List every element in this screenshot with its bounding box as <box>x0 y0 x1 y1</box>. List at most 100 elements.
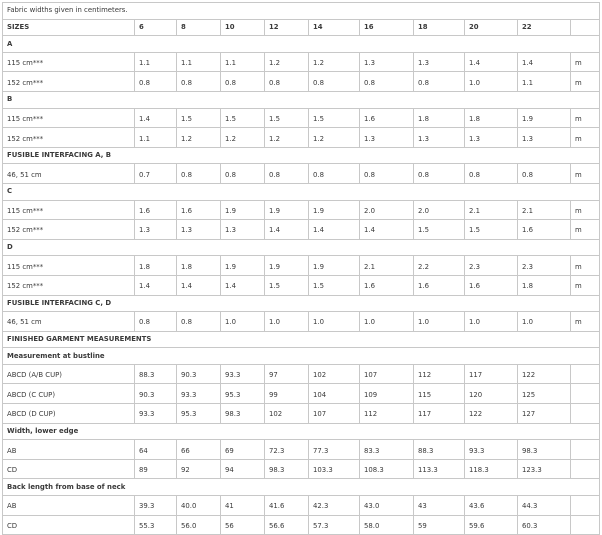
value-cell: 1.5 <box>308 107 360 129</box>
value-cell: 1.5 <box>264 274 309 296</box>
row-label: AB <box>2 495 135 516</box>
value-cell: 41.6 <box>264 495 309 516</box>
value-cell: 56 <box>220 514 265 535</box>
table-row: 152 cm*** 1.4 1.4 1.4 1.5 1.5 1.6 1.6 1.6 1.8 m <box>2 274 601 296</box>
value-cell: 1.0 <box>220 311 265 332</box>
value-cell: 43.0 <box>359 495 414 516</box>
value-cell: 59 <box>413 514 465 535</box>
value-cell: 1.1 <box>220 51 265 73</box>
row-label: 152 cm*** <box>2 274 135 296</box>
value-cell: 103.3 <box>308 458 360 480</box>
value-cell: 72.3 <box>264 439 309 460</box>
value-cell: 1.0 <box>464 71 518 92</box>
section-label: B <box>1 90 601 109</box>
value-cell: 88.3 <box>413 439 465 460</box>
value-cell: 2.2 <box>413 255 465 276</box>
value-cell: 0.8 <box>308 71 360 92</box>
value-cell: 42.3 <box>308 495 360 516</box>
value-cell: 98.3 <box>517 439 571 460</box>
unit-cell <box>569 403 601 424</box>
value-cell: 1.0 <box>517 311 571 332</box>
value-cell: 0.8 <box>413 163 465 184</box>
row-label: 152 cm*** <box>2 127 135 148</box>
sizes-header-row: SIZES 6 8 10 12 14 16 18 20 22 <box>2 18 601 37</box>
table-row: 46, 51 cm 0.8 0.8 1.0 1.0 1.0 1.0 1.0 1.0 1.0 m <box>2 311 601 332</box>
section-label: A <box>1 35 601 53</box>
value-cell: 83.3 <box>359 439 414 460</box>
value-cell: 0.8 <box>134 311 177 332</box>
value-cell: 0.8 <box>134 71 177 92</box>
value-cell: 1.6 <box>134 199 177 221</box>
value-cell: 1.2 <box>308 51 360 73</box>
row-label: 152 cm*** <box>2 71 135 92</box>
value-cell: 2.0 <box>413 199 465 221</box>
table-row: 46, 51 cm 0.7 0.8 0.8 0.8 0.8 0.8 0.8 0.8 0.8 m <box>2 163 601 184</box>
row-label: CD <box>2 514 135 535</box>
value-cell: 1.4 <box>134 107 177 129</box>
value-cell: 102 <box>308 363 360 385</box>
value-cell: 0.8 <box>359 71 414 92</box>
unit-cell: m <box>569 71 601 92</box>
value-cell: 1.3 <box>134 219 177 240</box>
section-row: A <box>1 35 601 53</box>
value-cell: 1.3 <box>464 127 518 148</box>
row-label: AB <box>2 439 135 460</box>
value-cell: 117 <box>464 363 518 385</box>
size-header-cell: 14 <box>308 18 360 37</box>
value-cell: 1.2 <box>264 51 309 73</box>
unit-cell: m <box>569 199 601 221</box>
size-header-cell: 6 <box>134 18 177 37</box>
value-cell: 1.0 <box>359 311 414 332</box>
value-cell: 1.0 <box>464 311 518 332</box>
value-cell: 1.5 <box>308 274 360 296</box>
value-cell: 1.5 <box>220 107 265 129</box>
value-cell: 1.9 <box>220 255 265 276</box>
value-cell: 1.6 <box>517 219 571 240</box>
row-label: CD <box>2 458 135 480</box>
value-cell: 1.8 <box>134 255 177 276</box>
value-cell: 117 <box>413 403 465 424</box>
section-row: FUSIBLE INTERFACING C, D <box>1 294 601 313</box>
value-cell: 127 <box>517 403 571 424</box>
value-cell: 1.5 <box>413 219 465 240</box>
table-row: 115 cm*** 1.6 1.6 1.9 1.9 1.9 2.0 2.0 2.1 2.1 m <box>2 199 601 221</box>
section-label: Width, lower edge <box>1 422 601 441</box>
row-label: 115 cm*** <box>2 51 135 73</box>
section-label: C <box>1 182 601 201</box>
table-row: 152 cm*** 1.3 1.3 1.3 1.4 1.4 1.4 1.5 1.5 1.6 m <box>2 219 601 240</box>
unit-header-cell <box>569 18 601 37</box>
value-cell: 1.6 <box>176 199 221 221</box>
size-header-cell: 22 <box>517 18 571 37</box>
value-cell: 44.3 <box>517 495 571 516</box>
value-cell: 0.8 <box>308 163 360 184</box>
table-row: ABCD (D CUP) 93.3 95.3 98.3 102 107 112 117 122 1… <box>2 403 601 424</box>
value-cell: 93.3 <box>176 383 221 405</box>
section-label: FUSIBLE INTERFACING C, D <box>1 294 601 313</box>
section-label: Back length from base of neck <box>1 478 601 497</box>
value-cell: 0.8 <box>517 163 571 184</box>
table-row: AB 39.3 40.0 41 41.6 42.3 43.0 43 43.6 44.3 <box>2 495 601 516</box>
section-label: D <box>1 238 601 257</box>
value-cell: 1.1 <box>134 127 177 148</box>
value-cell: 1.3 <box>413 127 465 148</box>
unit-cell <box>569 383 601 405</box>
table-row: 115 cm*** 1.4 1.5 1.5 1.5 1.5 1.6 1.8 1.8 1.9 m <box>2 107 601 129</box>
unit-cell <box>569 363 601 385</box>
value-cell: 90.3 <box>176 363 221 385</box>
value-cell: 0.7 <box>134 163 177 184</box>
value-cell: 122 <box>464 403 518 424</box>
unit-cell: m <box>569 255 601 276</box>
value-cell: 2.0 <box>359 199 414 221</box>
value-cell: 122 <box>517 363 571 385</box>
unit-cell: m <box>569 127 601 148</box>
value-cell: 1.3 <box>220 219 265 240</box>
row-label: ABCD (C CUP) <box>2 383 135 405</box>
unit-cell <box>569 458 601 480</box>
value-cell: 60.3 <box>517 514 571 535</box>
value-cell: 93.3 <box>464 439 518 460</box>
value-cell: 1.5 <box>264 107 309 129</box>
value-cell: 1.8 <box>517 274 571 296</box>
value-cell: 115 <box>413 383 465 405</box>
row-label: 46, 51 cm <box>2 311 135 332</box>
